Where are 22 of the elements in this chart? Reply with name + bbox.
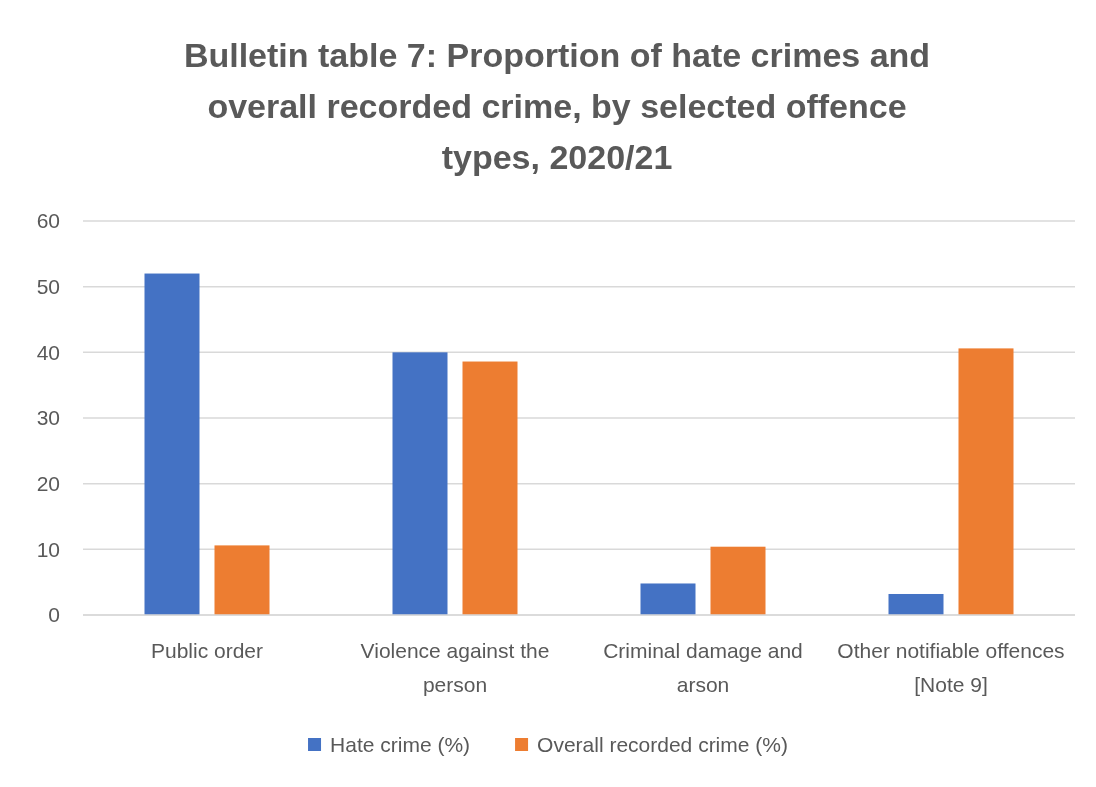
legend-label: Overall recorded crime (%): [537, 733, 788, 756]
bar: [144, 273, 200, 615]
y-tick-label: 0: [48, 603, 60, 627]
bar: [710, 546, 766, 615]
y-tick-label: 30: [36, 406, 60, 430]
x-tick-label: Other notifiable offences [Note 9]: [837, 639, 1065, 696]
bar: [640, 583, 696, 615]
x-tick-label: Criminal damage and arson: [603, 639, 803, 696]
y-tick-label: 40: [36, 340, 60, 364]
legend-label: Hate crime (%): [330, 733, 471, 756]
bar: [214, 545, 270, 615]
x-tick-label: Violence against the person: [360, 639, 550, 696]
y-tick-label: 60: [36, 209, 60, 233]
y-tick-label: 50: [36, 274, 60, 298]
y-tick-label: 20: [36, 471, 60, 495]
bar: [462, 361, 518, 615]
bar: [958, 348, 1014, 615]
chart-title: Bulletin table 7: Proportion of hate crimes and overall recorded crime, by selected offence types, 2020/21: [183, 36, 931, 176]
x-tick-label: Public order: [150, 639, 264, 662]
bar: [392, 352, 448, 615]
y-tick-label: 10: [36, 537, 60, 561]
bar: [888, 593, 944, 615]
